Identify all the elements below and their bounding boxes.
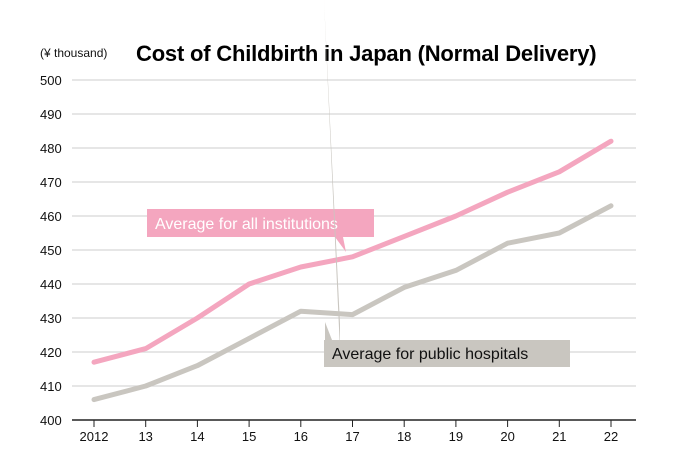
x-tick-label: 17 <box>345 429 359 444</box>
y-tick-label: 450 <box>40 243 62 258</box>
unit-label: (¥ thousand) <box>40 46 108 60</box>
series-line <box>91 138 614 365</box>
x-tick-label: 15 <box>242 429 256 444</box>
y-tick-label: 430 <box>40 311 62 326</box>
chart-title: Cost of Childbirth in Japan (Normal Deli… <box>136 41 597 66</box>
x-tick-label: 16 <box>294 429 308 444</box>
y-tick-label: 440 <box>40 277 62 292</box>
y-tick-label: 420 <box>40 345 62 360</box>
series-label: Average for public hospitals <box>332 346 528 363</box>
series-label-box <box>147 209 374 237</box>
x-tick-label: 21 <box>552 429 566 444</box>
x-tick-label: 13 <box>138 429 152 444</box>
series-label-pointer-base <box>324 0 340 350</box>
series-label-pointer <box>325 322 332 340</box>
x-tick-label: 2012 <box>80 429 109 444</box>
y-tick-label: 460 <box>40 209 62 224</box>
x-tick-label: 22 <box>604 429 618 444</box>
x-tick-label: 20 <box>500 429 514 444</box>
y-tick-label: 400 <box>40 413 62 428</box>
y-tick-label: 470 <box>40 175 62 190</box>
x-tick-label: 19 <box>449 429 463 444</box>
series-label-pointer <box>335 237 346 252</box>
y-tick-label: 480 <box>40 141 62 156</box>
x-tick-label: 14 <box>190 429 204 444</box>
y-tick-label: 490 <box>40 107 62 122</box>
series-label-box <box>324 340 570 367</box>
x-tick-label: 18 <box>397 429 411 444</box>
y-tick-label: 500 <box>40 73 62 88</box>
y-tick-label: 410 <box>40 379 62 394</box>
series-label: Average for all institutions <box>155 216 338 233</box>
